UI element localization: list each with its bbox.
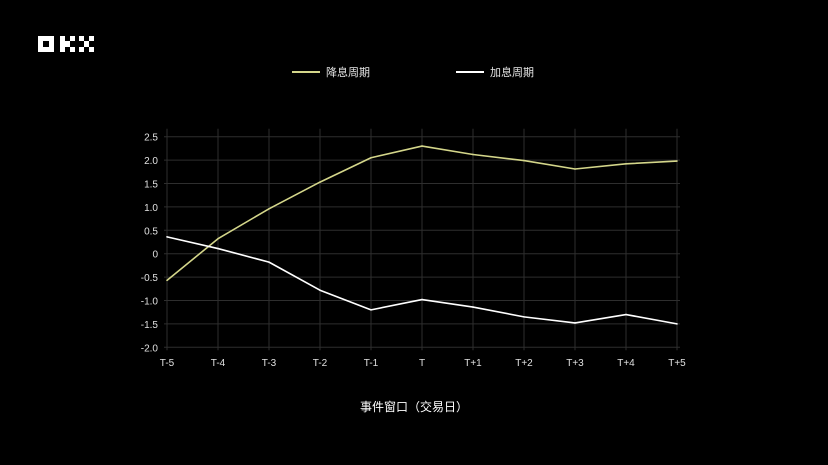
data-point (676, 323, 678, 325)
legend-label: 加息周期 (490, 67, 534, 79)
data-point (574, 168, 576, 170)
x-tick-label: T-2 (313, 358, 328, 369)
legend-swatch (292, 71, 320, 73)
data-point (421, 298, 423, 301)
y-tick-label: 1.0 (144, 203, 158, 214)
x-tick-label: T+5 (668, 358, 686, 369)
data-point (574, 322, 576, 324)
x-tick-label: T+3 (566, 358, 584, 369)
y-tick-label: 0 (152, 250, 158, 261)
legend-item-rate-cut[interactable]: 降息周期 (292, 64, 370, 80)
data-point (166, 279, 168, 282)
data-point (523, 316, 525, 318)
x-axis-label: 事件窗口（交易日） (359, 400, 468, 414)
y-tick-label: -1.0 (141, 297, 159, 308)
x-tick-label: T-1 (364, 358, 379, 369)
x-tick-label: T+4 (617, 358, 635, 369)
y-tick-label: 0.5 (144, 226, 158, 237)
y-tick-label: 2.5 (144, 133, 158, 144)
data-point (472, 306, 474, 308)
data-point (370, 156, 372, 159)
data-point (370, 309, 372, 311)
x-tick-label: T+2 (515, 358, 533, 369)
data-point (166, 236, 168, 238)
y-tick-label: 2.0 (144, 156, 158, 167)
data-point (268, 207, 270, 210)
x-tick-label: T-4 (211, 358, 226, 369)
data-point (523, 159, 525, 162)
data-point (217, 247, 219, 250)
x-tick-label: T-3 (262, 358, 277, 369)
data-point (319, 181, 321, 183)
x-tick-label: T+1 (464, 358, 482, 369)
okx-logo (38, 36, 94, 52)
data-point (217, 237, 219, 240)
y-tick-label: -0.5 (141, 273, 159, 284)
legend-swatch (456, 71, 484, 73)
data-point (625, 163, 627, 165)
data-point (421, 145, 423, 147)
data-point (268, 261, 270, 263)
y-tick-label: -1.5 (141, 320, 159, 331)
x-tick-label: T-5 (160, 358, 175, 369)
data-point (676, 160, 678, 162)
data-point (625, 313, 627, 316)
legend-item-rate-hike[interactable]: 加息周期 (456, 64, 534, 80)
legend-label: 降息周期 (326, 67, 370, 79)
data-point (319, 289, 321, 292)
data-point (472, 153, 474, 156)
y-tick-label: 1.5 (144, 180, 158, 191)
x-tick-label: T (419, 358, 425, 369)
y-tick-label: -2.0 (141, 343, 159, 354)
